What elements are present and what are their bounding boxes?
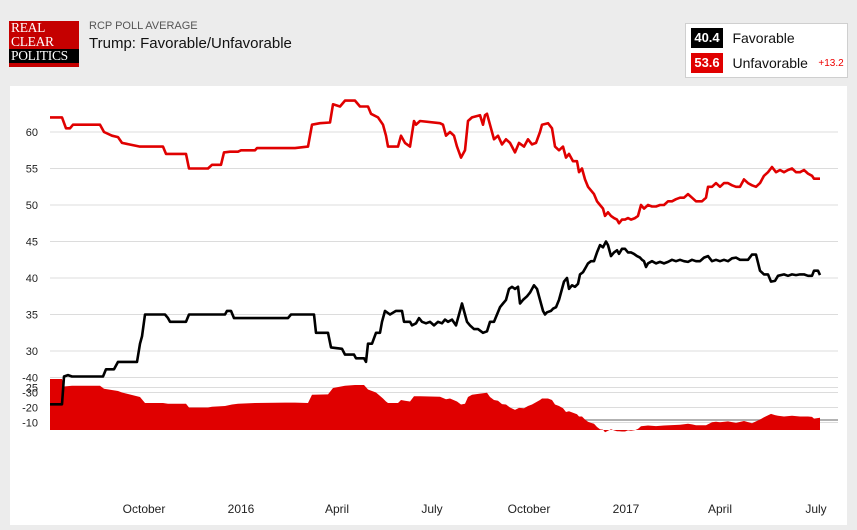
chart-eyebrow: RCP POLL AVERAGE xyxy=(89,20,198,32)
y-tick-label-55: 55 xyxy=(26,164,38,176)
chart-title: Trump: Favorable/Unfavorable xyxy=(89,35,292,52)
plot-area: 25 30 35 40 45 50 55 60 -10 -20 -30 -40 October 2016 A… xyxy=(10,86,847,525)
logo-text-line-3: POLITICS xyxy=(9,49,79,63)
y-tick-label-30: 30 xyxy=(26,346,38,358)
chart-svg[interactable]: 25 30 35 40 45 50 55 60 -10 -20 -30 -40 October 2016 A… xyxy=(10,86,847,525)
logo-text-line-2: CLEAR xyxy=(11,34,54,49)
spread-area xyxy=(50,379,820,433)
rcp-logo[interactable]: REAL CLEAR POLITICS xyxy=(9,21,79,67)
legend-box: 40.4 Favorable 53.6 Unfavorable +13.2 xyxy=(685,23,848,78)
y-tick-label-60: 60 xyxy=(26,127,38,139)
legend-unfavorable[interactable]: 53.6 Unfavorable +13.2 xyxy=(691,53,844,73)
x-tick-label-2: April xyxy=(325,502,349,516)
unfavorable-label: Unfavorable xyxy=(732,55,808,71)
x-tick-label-7: July xyxy=(805,502,826,516)
spread-tick-label--30: -30 xyxy=(22,388,38,400)
spread-value: +13.2 xyxy=(818,57,844,69)
x-tick-label-3: July xyxy=(421,502,442,516)
y-tick-label-40: 40 xyxy=(26,273,38,285)
favorable-label: Favorable xyxy=(732,30,795,46)
spread-tick-label--20: -20 xyxy=(22,403,38,415)
logo-text-line-1: REAL xyxy=(11,20,46,35)
unfavorable-value-badge: 53.6 xyxy=(691,53,723,73)
x-tick-label-0: October xyxy=(123,502,166,516)
chart-header: REAL CLEAR POLITICS RCP POLL AVERAGE Tru… xyxy=(0,0,857,84)
spread-tick-label--40: -40 xyxy=(22,373,38,385)
series-line-unfavorable xyxy=(50,99,820,225)
y-tick-label-25: 25 xyxy=(26,383,38,395)
y-tick-label-35: 35 xyxy=(26,310,38,322)
y-tick-label-50: 50 xyxy=(26,200,38,212)
x-tick-label-5: 2017 xyxy=(613,502,640,516)
x-tick-label-4: October xyxy=(508,502,551,516)
series-line-favorable xyxy=(50,240,822,406)
favorable-value-badge: 40.4 xyxy=(691,28,723,48)
legend-favorable[interactable]: 40.4 Favorable xyxy=(691,28,795,48)
spread-tick-label--10: -10 xyxy=(22,418,38,430)
x-tick-label-1: 2016 xyxy=(228,502,255,516)
x-tick-label-6: April xyxy=(708,502,732,516)
y-tick-label-45: 45 xyxy=(26,237,38,249)
